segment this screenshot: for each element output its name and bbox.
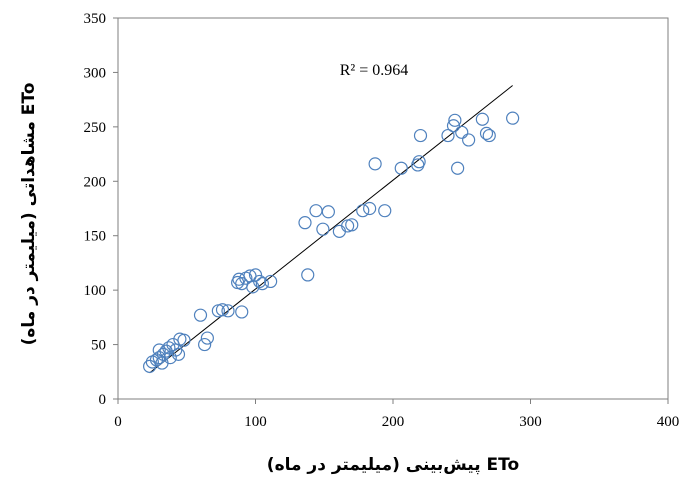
trendline-group — [149, 85, 513, 374]
data-point — [341, 219, 355, 233]
x-tick-label: 400 — [657, 414, 680, 430]
data-point — [455, 125, 469, 139]
data-point — [475, 112, 489, 126]
y-tick-label: 150 — [84, 229, 107, 245]
data-point — [448, 113, 462, 127]
data-point — [451, 161, 465, 175]
data-point — [298, 216, 312, 230]
data-point — [193, 308, 208, 322]
data-point — [368, 157, 382, 171]
x-tick-label: 300 — [519, 414, 542, 430]
data-point — [253, 274, 267, 289]
x-tick-labels: 0 100 200 300 400 — [114, 414, 679, 430]
data-point — [177, 333, 191, 347]
data-point — [255, 277, 269, 291]
data-point — [321, 205, 335, 219]
y-tick-label: 0 — [99, 392, 107, 408]
data-point — [462, 133, 476, 147]
x-tick-label: 200 — [382, 414, 405, 430]
data-point — [301, 268, 315, 282]
data-point — [215, 303, 230, 317]
y-tick-label: 300 — [84, 65, 107, 81]
data-point — [316, 222, 330, 236]
data-point — [235, 305, 249, 319]
y-tick-label: 100 — [84, 283, 107, 299]
trendline — [149, 85, 513, 374]
data-point — [506, 111, 520, 125]
data-point — [394, 161, 408, 175]
data-point — [152, 343, 166, 357]
x-tick-label: 100 — [244, 414, 267, 430]
axes — [113, 17, 669, 404]
y-tick-label: 50 — [91, 338, 106, 354]
data-point — [248, 268, 263, 282]
r-squared-annotation: R² = 0.964 — [340, 62, 409, 79]
data-point — [162, 341, 176, 355]
data-point — [482, 128, 496, 143]
data-points — [143, 111, 520, 373]
data-point — [198, 337, 212, 352]
data-point — [356, 204, 370, 218]
x-axis-title: ETo پیش‌بینی (میلیمتر در ماه) — [267, 455, 519, 475]
data-point — [413, 128, 428, 143]
data-point — [479, 126, 494, 140]
data-point — [171, 347, 186, 361]
y-tick-label: 250 — [84, 120, 107, 136]
data-point — [309, 204, 323, 218]
data-point — [446, 119, 461, 133]
data-point — [345, 218, 359, 232]
y-axis-title: ETo مشاهداتی (میلیمتر در ماه) — [19, 83, 39, 346]
data-point — [221, 304, 235, 318]
x-tick-label: 0 — [114, 414, 122, 430]
data-point — [412, 155, 426, 169]
data-point — [378, 204, 392, 218]
data-point — [143, 359, 157, 373]
data-point — [264, 274, 278, 289]
y-tick-label: 350 — [84, 11, 107, 27]
y-tick-labels: 0 50 100 150 200 250 300 350 — [84, 11, 107, 408]
y-tick-label: 200 — [84, 174, 107, 190]
data-point — [363, 201, 377, 216]
data-point — [200, 331, 214, 345]
data-point — [441, 128, 455, 143]
data-point — [332, 224, 346, 238]
